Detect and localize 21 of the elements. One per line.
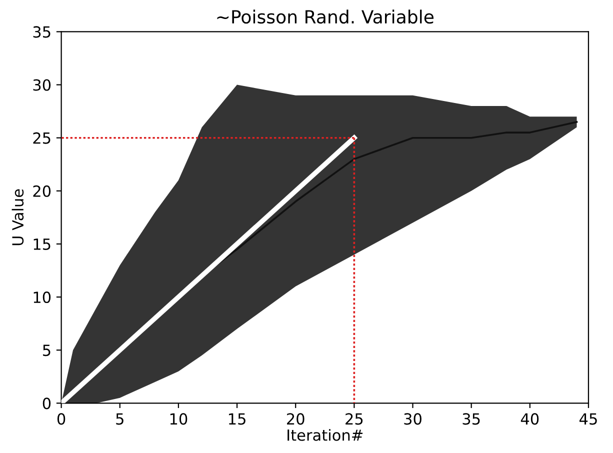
y-tick-label: 25: [33, 132, 50, 144]
y-tick-label: 15: [34, 238, 50, 250]
x-tick-label: 40: [520, 413, 539, 425]
x-tick-label: 35: [462, 413, 480, 425]
x-tick-label: 30: [404, 413, 422, 425]
y-tick-label: 5: [43, 344, 50, 356]
x-tick-label: 20: [287, 413, 304, 425]
y-axis-title: U Value: [12, 189, 24, 246]
x-tick-label: 0: [57, 413, 66, 425]
y-tick-label: 10: [34, 292, 51, 304]
y-tick-label: 20: [33, 185, 51, 197]
x-tick-label: 45: [580, 413, 597, 425]
x-tick-label: 15: [228, 413, 246, 425]
y-tick-label: 0: [42, 398, 51, 410]
x-tick-label: 25: [346, 413, 363, 425]
chart-title: ~Poisson Rand. Variable: [217, 10, 434, 24]
x-tick-label: 5: [116, 413, 124, 425]
x-tick-label: 10: [170, 413, 188, 425]
x-axis-title: Iteration#: [288, 429, 363, 441]
y-tick-label: 35: [33, 26, 50, 38]
y-tick-label: 30: [33, 79, 51, 91]
